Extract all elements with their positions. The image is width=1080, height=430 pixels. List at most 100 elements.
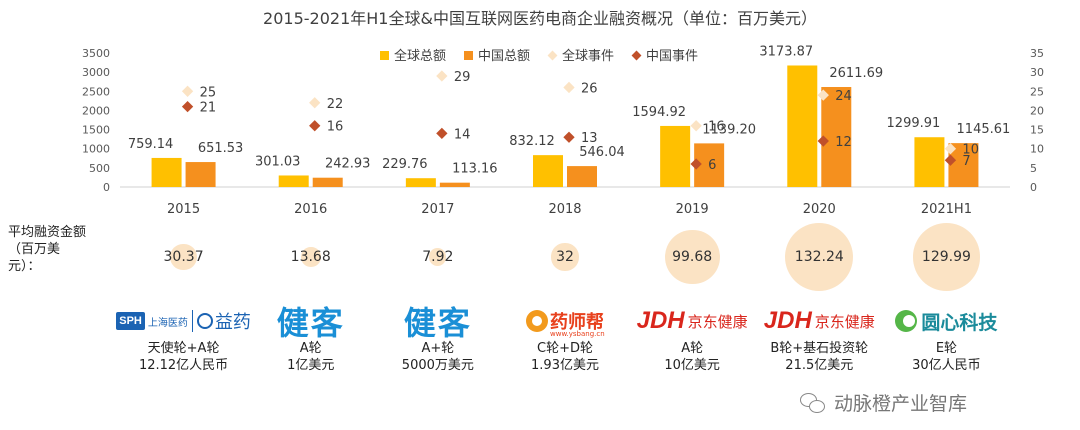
avg-funding-value: 99.68 [672,249,713,265]
point-global-events [181,85,194,97]
point-label-china-events: 12 [835,135,852,150]
legend-label: 中国总额 [478,49,530,64]
point-label-china-events: 14 [454,127,471,142]
bar-label-global: 301.03 [255,154,301,169]
deal-info: A轮 1亿美元 [241,340,381,374]
bar-global-total [914,137,945,187]
avg-funding-bubble [429,248,447,266]
point-label-global-events: 22 [327,97,344,112]
deal-amount: 30亿人民币 [912,358,981,373]
x-tick-label: 2016 [294,202,327,217]
chart-title: 2015-2021年H1全球&中国互联网医药电商企业融资概况（单位：百万美元） [263,9,817,28]
bar-label-china: 242.93 [325,157,371,172]
y-tick-left: 0 [103,181,110,194]
point-global-events [309,97,321,109]
point-global-events [944,143,957,155]
bar-label-global: 832.12 [509,134,555,149]
logo-jianke: 健客 [241,304,381,342]
bar-label-china: 1139.20 [702,122,756,137]
y-tick-right: 30 [1030,66,1044,79]
logo-yaoshibang: 药师帮 www.ysbang.cn [495,304,635,338]
y-tick-left: 500 [89,162,110,175]
bar-label-global: 3173.87 [759,44,813,59]
logo-jd-health: JDH 京东健康 [749,304,889,338]
bar-global-total [278,175,309,187]
avg-funding-bubble [300,247,321,267]
deal-info: A轮 10亿美元 [622,340,762,374]
deal-round: A轮 [681,341,704,356]
bar-global-total [151,157,182,187]
bar-label-global: 759.14 [128,137,174,152]
legend-swatch [464,51,473,60]
deal-amount: 1亿美元 [287,358,335,373]
point-china-events [436,127,448,140]
deal-round: B轮+基石投资轮 [770,341,869,356]
bar-china-total [439,182,470,187]
avg-funding-value: 129.99 [921,249,971,265]
yuanxin-logo-name: 圆心科技 [921,311,998,334]
bar-label-global: 1299.91 [887,116,941,131]
sph-logo-name: 上海医药 [147,317,188,329]
jdh-logo-name: 京东健康 [814,312,875,331]
y-tick-right: 5 [1030,162,1037,175]
jianke-logo-text: 健客 [276,304,345,342]
point-china-events [817,135,829,147]
bar-label-china: 651.53 [198,141,244,156]
deal-round: A轮 [299,341,322,356]
avg-funding-value: 32 [556,249,574,265]
bar-china-total [312,177,343,187]
y-tick-left: 1500 [82,124,110,137]
point-label-global-events: 24 [835,89,852,104]
deal-round: E轮 [935,341,958,356]
deal-info: A+轮 5000万美元 [368,340,508,374]
bar-china-total [821,87,852,187]
funding-chart: 2015-2021年H1全球&中国互联网医药电商企业融资概况（单位：百万美元） … [82,9,1044,217]
jdh-logo-mark: JDH [636,307,685,334]
bar-global-total [787,65,818,187]
legend-swatch [380,51,389,60]
point-global-events [436,70,448,82]
point-label-china-events: 16 [327,120,344,135]
sph-logo-mark: SPH [116,312,145,330]
bar-label-china: 1145.61 [957,122,1011,137]
logo-sph-yiyao: SPH 上海医药 益药 [114,304,254,338]
jdh-logo-mark: JDH [763,307,812,334]
point-china-events [309,120,321,132]
jianke-logo-text: 健客 [403,304,472,342]
yuanxin-icon [895,310,918,332]
logo-jd-health: JDH 京东健康 [622,304,762,338]
bar-global-total [533,155,563,187]
bar-label-china: 2611.69 [829,66,883,81]
point-label-global-events: 16 [708,120,725,135]
y-tick-left: 1000 [82,143,110,156]
point-global-events [690,120,702,132]
y-tick-right: 20 [1030,104,1044,117]
y-tick-right: 0 [1030,181,1037,194]
point-china-events [944,154,957,166]
legend-swatch [631,50,642,61]
watermark: 动脉橙产业智库 [800,389,967,416]
point-label-china-events: 7 [962,154,970,169]
y-tick-right: 25 [1030,85,1044,98]
legend-label: 中国事件 [646,49,698,64]
avg-funding-value: 30.37 [163,249,204,265]
point-label-global-events: 26 [581,81,598,96]
point-global-events [563,81,575,94]
avg-funding-bubble [170,243,197,271]
bar-label-global: 229.76 [382,157,428,172]
yaoshibang-logo-name: 药师帮 [550,312,604,333]
deal-round: 天使轮+A轮 [147,341,220,356]
avg-funding-value: 132.24 [794,249,844,265]
logo-jianke: 健客 [368,304,508,342]
bar-label-china: 546.04 [579,145,625,160]
x-tick-label: 2015 [167,202,200,217]
deal-amount: 12.12亿人民币 [138,358,229,373]
legend-label: 全球总额 [394,48,446,64]
avg-funding-bubble [664,229,720,285]
legend-label: 全球事件 [562,48,614,64]
deal-info: C轮+D轮 1.93亿美元 [495,340,635,374]
x-tick-label: 2021H1 [921,202,972,217]
yaoshibang-icon [526,310,548,332]
deal-amount: 21.5亿美元 [785,358,854,373]
